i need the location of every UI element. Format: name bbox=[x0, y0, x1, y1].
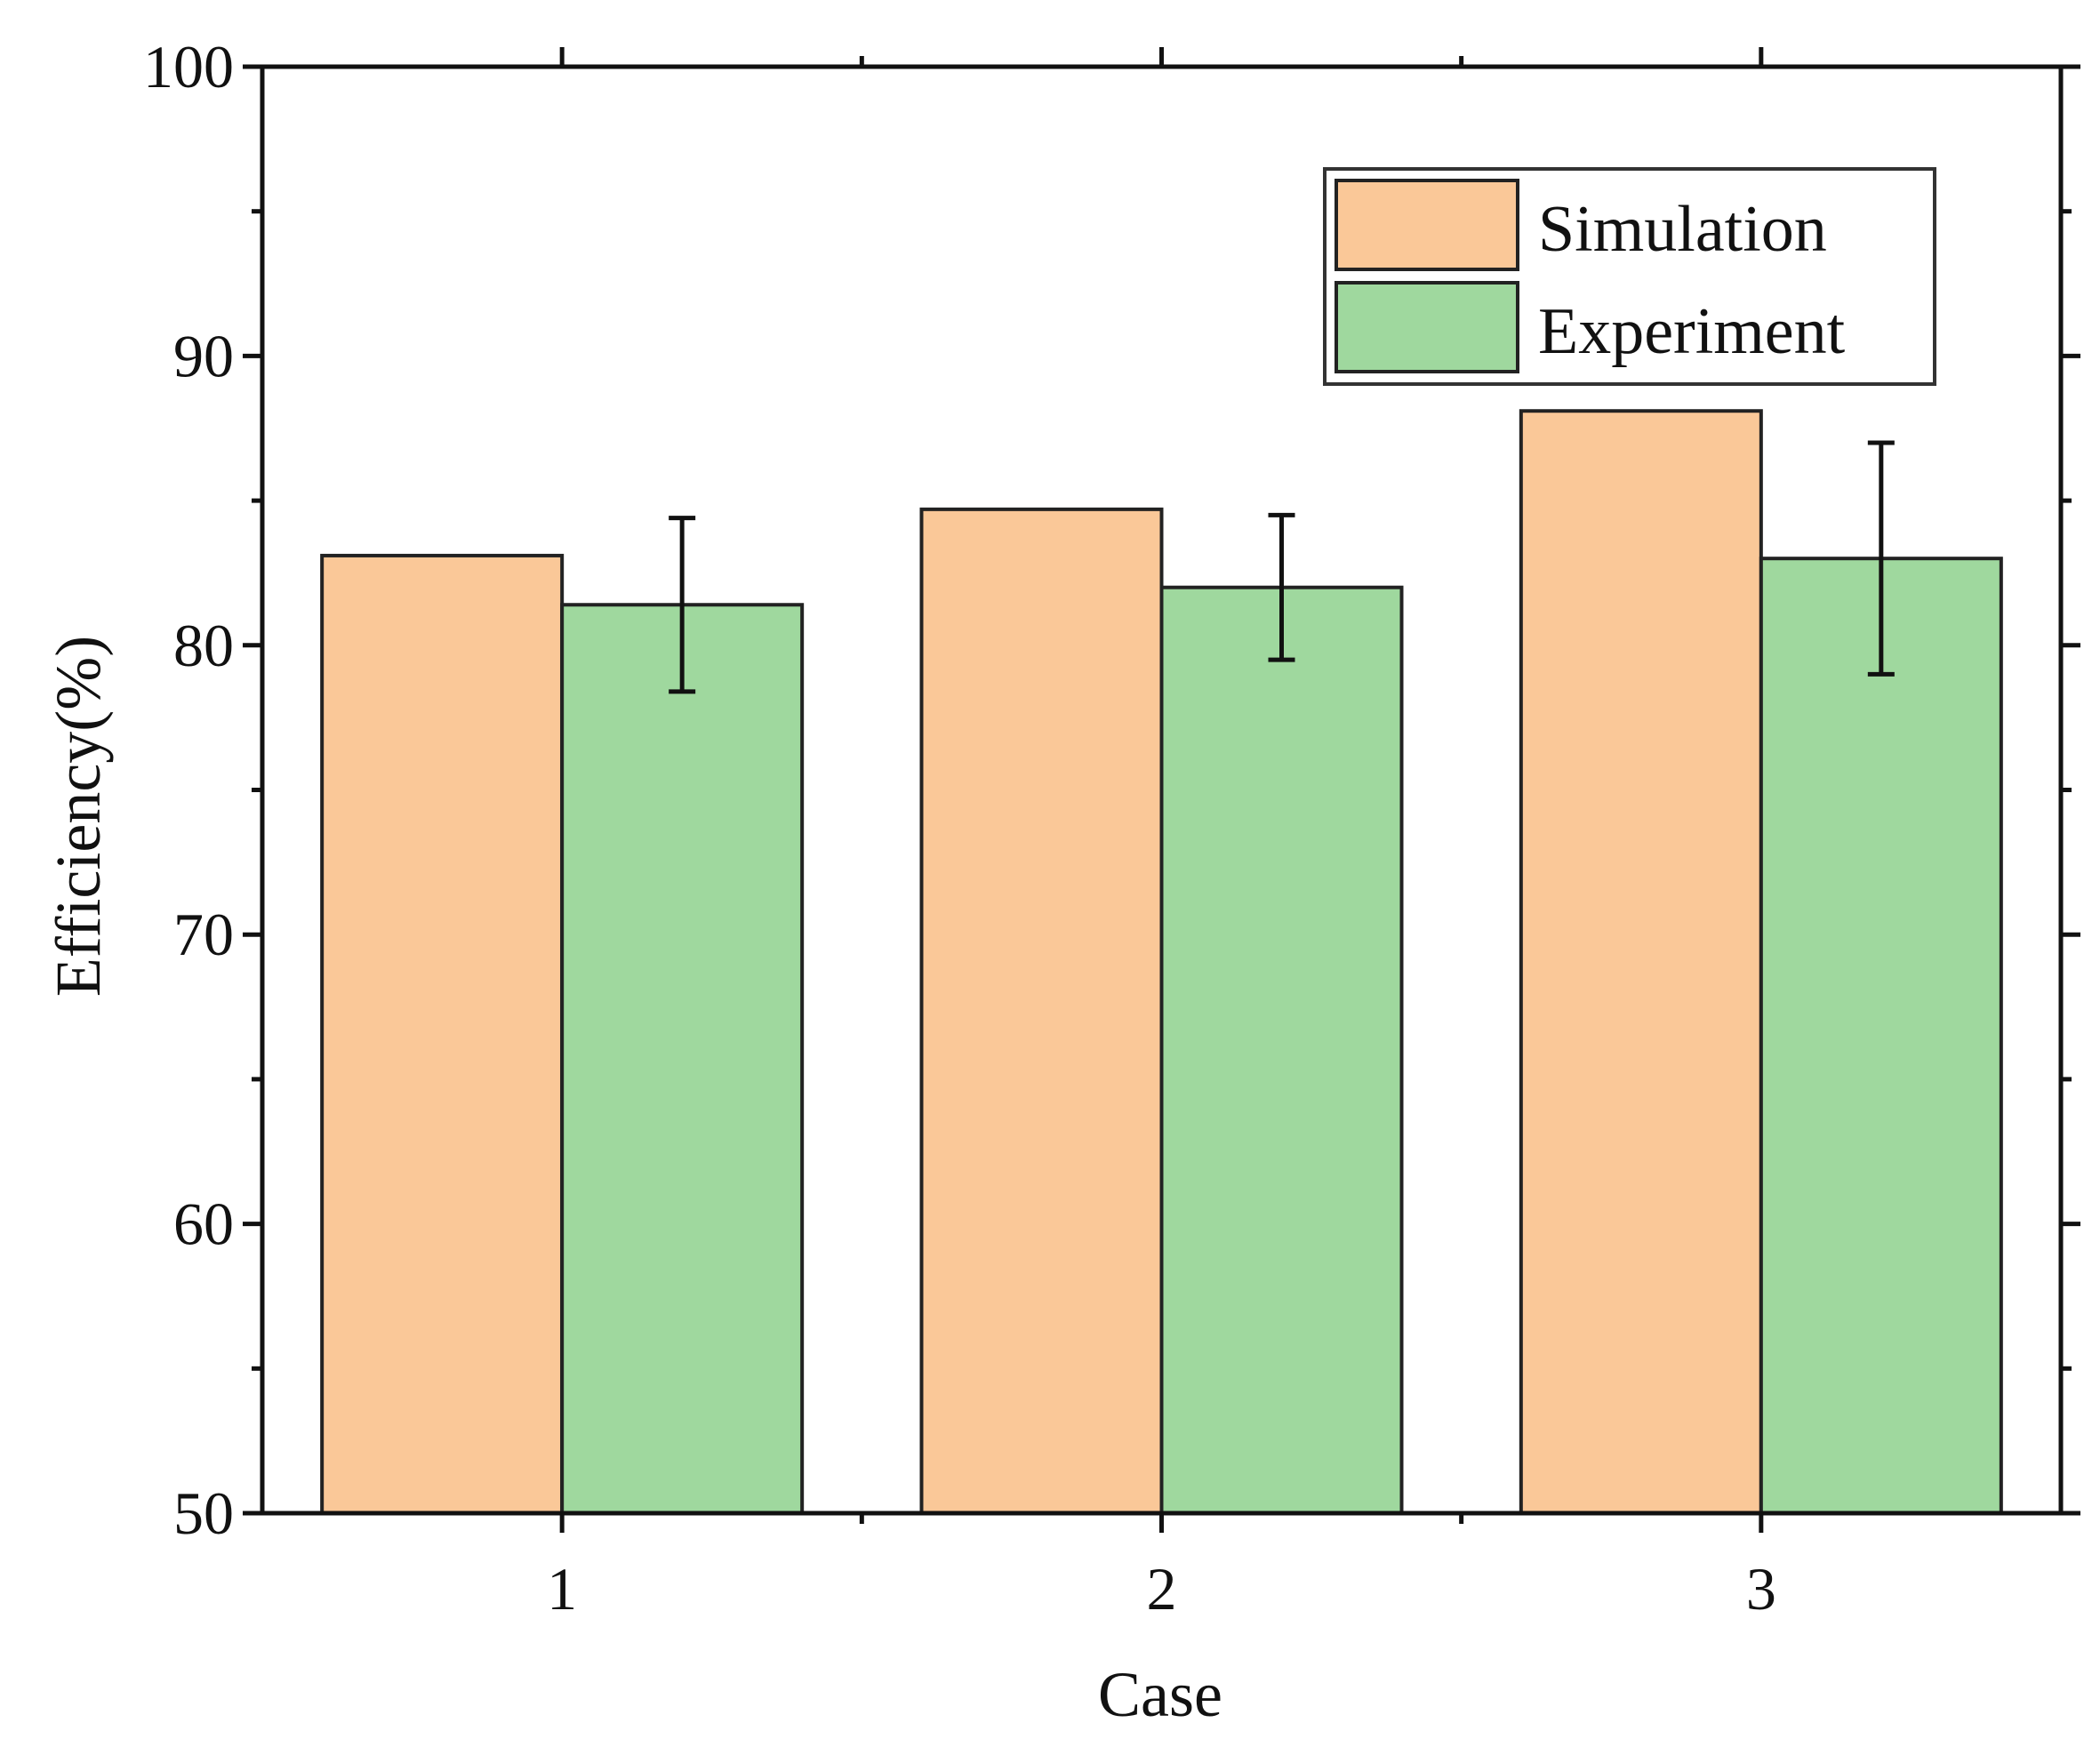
legend-label-simulation: Simulation bbox=[1538, 193, 1827, 266]
x-tick-label-1: 1 bbox=[547, 1555, 577, 1623]
bar-simulation-case-3 bbox=[1519, 409, 1763, 1516]
y-tick-label-70: 70 bbox=[173, 901, 234, 968]
axes-layer bbox=[243, 47, 2080, 1533]
bar-simulation-case-1 bbox=[320, 553, 565, 1515]
x-tick-label-3: 3 bbox=[1746, 1555, 1776, 1623]
x-tick-label-2: 2 bbox=[1147, 1555, 1177, 1623]
y-tick-label-80: 80 bbox=[173, 612, 234, 679]
legend-swatch-experiment bbox=[1335, 281, 1519, 373]
error-bars-layer bbox=[669, 440, 1895, 694]
legend-label-experiment: Experiment bbox=[1538, 295, 1846, 368]
legend-swatch-simulation bbox=[1335, 179, 1519, 271]
x-axis-title: Case bbox=[1098, 1659, 1222, 1730]
bar-experiment-case-3 bbox=[1759, 557, 2003, 1515]
bar-experiment-case-1 bbox=[560, 603, 805, 1515]
legend: Simulation Experiment bbox=[1323, 167, 1936, 386]
labels-layer: 50 60 70 80 90 100 1 2 3 bbox=[143, 33, 1776, 1623]
bar-experiment-case-2 bbox=[1159, 585, 1404, 1515]
y-tick-label-90: 90 bbox=[173, 322, 234, 389]
y-tick-label-100: 100 bbox=[143, 33, 234, 100]
y-tick-label-50: 50 bbox=[173, 1479, 234, 1547]
bar-simulation-case-2 bbox=[919, 507, 1164, 1515]
y-axis-title: Efficiency(%) bbox=[43, 636, 114, 997]
y-tick-label-60: 60 bbox=[173, 1190, 234, 1258]
bars-layer bbox=[320, 409, 2003, 1516]
